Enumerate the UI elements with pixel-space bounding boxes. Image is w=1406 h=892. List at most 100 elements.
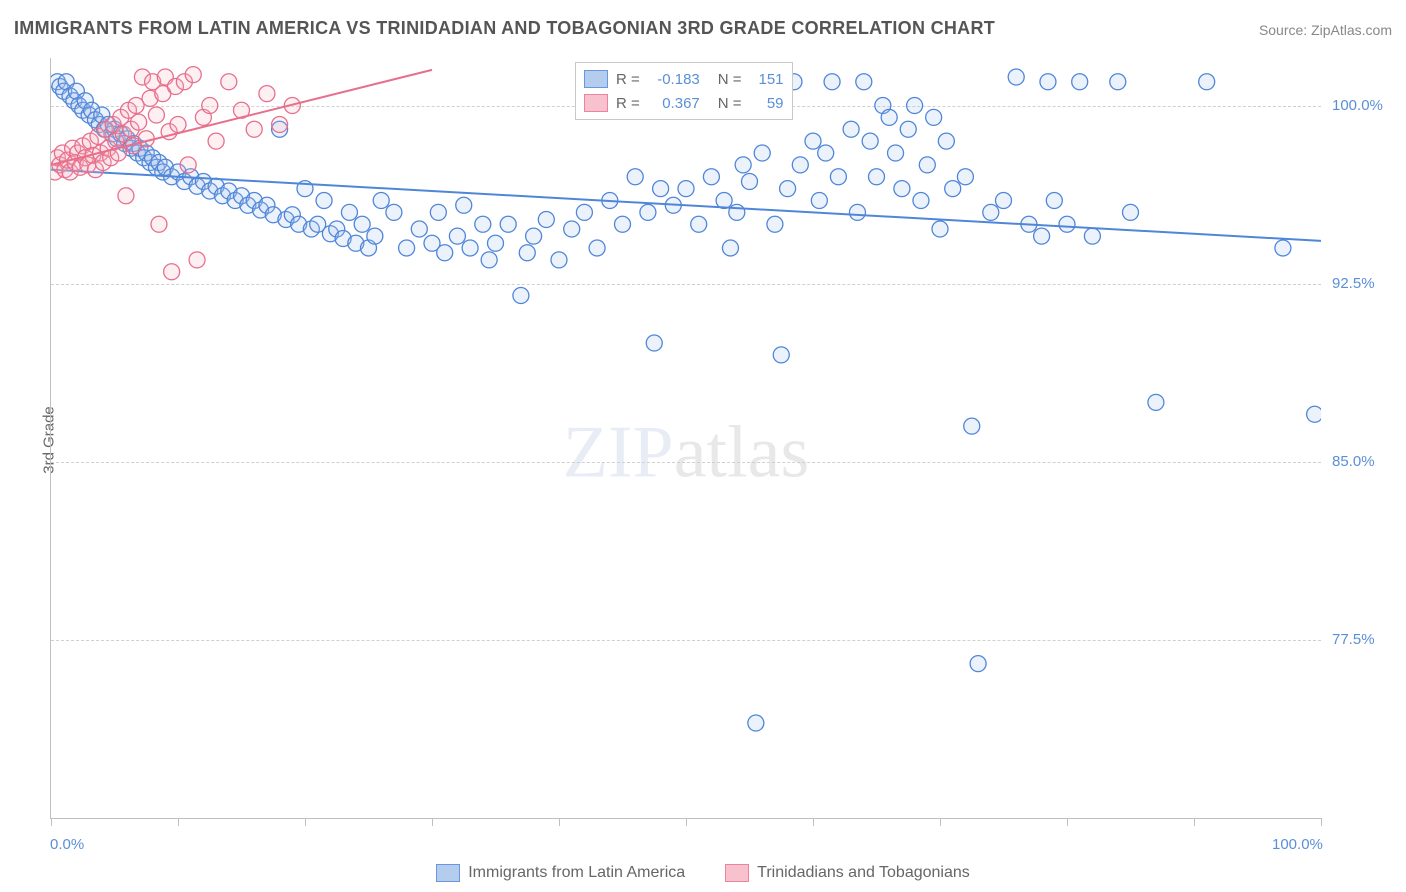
data-point [1110, 74, 1126, 90]
data-point [729, 204, 745, 220]
data-point [526, 228, 542, 244]
data-point [399, 240, 415, 256]
data-point [386, 204, 402, 220]
data-point [805, 133, 821, 149]
legend-n-value: 59 [750, 95, 784, 112]
data-point [773, 347, 789, 363]
data-point [1123, 204, 1139, 220]
data-point [576, 204, 592, 220]
data-point [818, 145, 834, 161]
legend-r-value: -0.183 [648, 71, 700, 88]
data-point [1307, 406, 1321, 422]
x-tick [178, 818, 179, 826]
legend-swatch [436, 864, 460, 882]
scatter-svg [51, 58, 1321, 818]
data-point [185, 67, 201, 83]
data-point [208, 133, 224, 149]
data-point [748, 715, 764, 731]
data-point [367, 228, 383, 244]
data-point [430, 204, 446, 220]
data-point [653, 181, 669, 197]
source-prefix: Source: [1259, 22, 1311, 38]
data-point [742, 174, 758, 190]
data-point [913, 193, 929, 209]
x-tick [305, 818, 306, 826]
data-point [202, 98, 218, 114]
data-point [919, 157, 935, 173]
legend-series-name: Trinidadians and Tobagonians [757, 864, 970, 882]
x-tick [1321, 818, 1322, 826]
data-point [481, 252, 497, 268]
bottom-legend: Immigrants from Latin America Trinidadian… [0, 864, 1406, 882]
x-tick [51, 818, 52, 826]
data-point [1008, 69, 1024, 85]
data-point [900, 121, 916, 137]
source-label: Source: ZipAtlas.com [1259, 22, 1392, 38]
data-point [1084, 228, 1100, 244]
data-point [869, 169, 885, 185]
data-point [1034, 228, 1050, 244]
chart-title: IMMIGRANTS FROM LATIN AMERICA VS TRINIDA… [14, 18, 995, 39]
legend-r-label: R = [616, 71, 640, 88]
x-tick [1067, 818, 1068, 826]
data-point [932, 221, 948, 237]
data-point [341, 204, 357, 220]
data-point [259, 86, 275, 102]
data-point [456, 197, 472, 213]
legend-n-label: N = [718, 95, 742, 112]
data-point [1275, 240, 1291, 256]
data-point [862, 133, 878, 149]
data-point [926, 109, 942, 125]
data-point [824, 74, 840, 90]
data-point [462, 240, 478, 256]
data-point [970, 656, 986, 672]
source-link[interactable]: ZipAtlas.com [1311, 22, 1392, 38]
data-point [500, 216, 516, 232]
legend-n-value: 151 [750, 71, 784, 88]
x-tick [559, 818, 560, 826]
y-tick-label: 85.0% [1332, 453, 1375, 470]
legend-n-label: N = [718, 71, 742, 88]
data-point [964, 418, 980, 434]
data-point [945, 181, 961, 197]
data-point [856, 74, 872, 90]
data-point [627, 169, 643, 185]
data-point [703, 169, 719, 185]
data-point [888, 145, 904, 161]
data-point [131, 114, 147, 130]
legend-r-value: 0.367 [648, 95, 700, 112]
data-point [513, 288, 529, 304]
legend-item: Immigrants from Latin America [436, 864, 685, 882]
correlation-legend: R =-0.183N =151R =0.367N =59 [575, 62, 793, 120]
x-tick [1194, 818, 1195, 826]
data-point [519, 245, 535, 261]
x-tick [940, 818, 941, 826]
data-point [1072, 74, 1088, 90]
data-point [767, 216, 783, 232]
x-tick [686, 818, 687, 826]
data-point [164, 264, 180, 280]
data-point [373, 193, 389, 209]
data-point [488, 235, 504, 251]
data-point [640, 204, 656, 220]
data-point [118, 188, 134, 204]
x-tick-label: 100.0% [1272, 836, 1323, 853]
data-point [894, 181, 910, 197]
data-point [792, 157, 808, 173]
y-tick-label: 77.5% [1332, 631, 1375, 648]
data-point [996, 193, 1012, 209]
data-point [1040, 74, 1056, 90]
data-point [780, 181, 796, 197]
data-point [437, 245, 453, 261]
legend-swatch [725, 864, 749, 882]
data-point [615, 216, 631, 232]
data-point [722, 240, 738, 256]
x-tick [813, 818, 814, 826]
data-point [151, 216, 167, 232]
data-point [1199, 74, 1215, 90]
legend-swatch [584, 94, 608, 112]
data-point [354, 216, 370, 232]
data-point [564, 221, 580, 237]
data-point [221, 74, 237, 90]
data-point [1059, 216, 1075, 232]
